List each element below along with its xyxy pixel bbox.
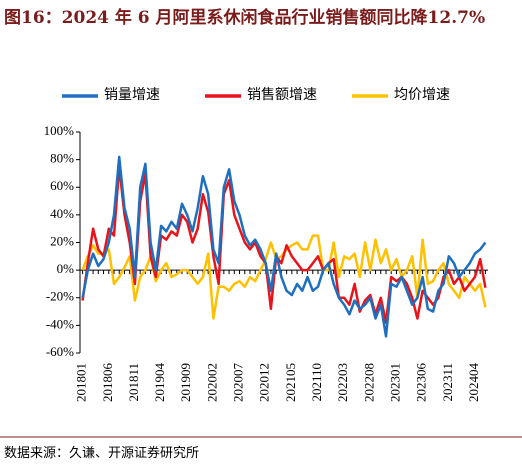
series-line — [81, 155, 487, 338]
x-tick-label: 202301 — [387, 363, 402, 402]
x-tick-label: 202203 — [335, 363, 350, 402]
y-tick-label: 80% — [50, 151, 74, 166]
x-tick-label: 202208 — [361, 363, 376, 402]
y-tick-label: -40% — [46, 316, 74, 331]
legend-label: 均价增速 — [394, 87, 450, 103]
y-tick-label: 0% — [57, 261, 75, 276]
x-tick-label: 202105 — [283, 363, 298, 402]
chart-title: 图16：2024 年 6 月阿里系休闲食品行业销售额同比降12.7% — [4, 8, 486, 28]
x-tick-label: 202002 — [204, 363, 219, 402]
x-tick-label: 202306 — [414, 363, 429, 403]
x-tick-label: 201909 — [178, 363, 193, 402]
x-tick-label: 202007 — [231, 363, 246, 403]
x-tick-label: 202110 — [309, 363, 324, 402]
x-tick-label: 201801 — [74, 363, 89, 402]
x-tick-label: 201811 — [126, 363, 141, 402]
x-tick-label: 201904 — [152, 363, 167, 403]
y-tick-label: 20% — [50, 233, 74, 248]
x-tick-label: 201806 — [100, 363, 115, 403]
legend-label: 销售额增速 — [247, 87, 317, 103]
legend-label: 销量增速 — [104, 87, 160, 103]
y-tick-label: -60% — [46, 344, 74, 359]
x-tick-label: 202311 — [440, 363, 455, 402]
source-note: 数据来源：久谦、开源证券研究所 — [4, 446, 200, 461]
x-tick-label: 202012 — [257, 363, 272, 402]
x-tick-label: 202404 — [466, 363, 481, 403]
y-tick-label: -20% — [46, 289, 74, 304]
y-tick-label: 40% — [50, 206, 74, 221]
y-tick-label: 60% — [50, 178, 74, 193]
y-tick-label: 100% — [44, 123, 75, 138]
series-line — [81, 234, 487, 320]
